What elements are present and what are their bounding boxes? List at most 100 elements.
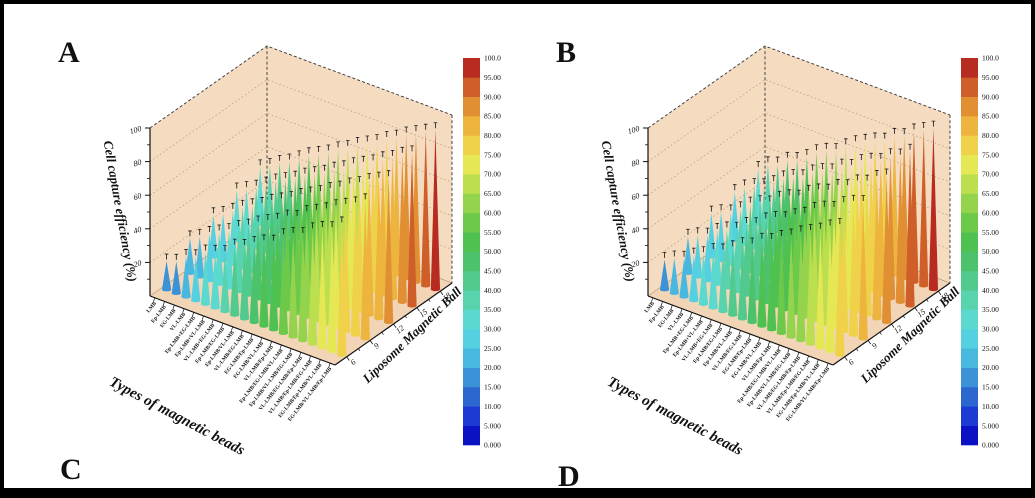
error-bar [892,128,897,134]
error-bar [695,227,700,234]
error-bar [908,143,912,150]
colorbar-tick-label: 85.00 [484,112,501,121]
colorbar-tick-label: 80.00 [484,131,501,140]
cone-bar [872,177,882,321]
y-tick [844,356,848,361]
error-bar [244,181,249,188]
cone-bar [360,200,370,341]
colorbar-segment [463,58,480,78]
y-minor-tick [428,299,431,302]
colorbar-tick-label: 80.00 [982,131,999,140]
y-tick-label: 6 [847,358,856,368]
panel-label-a: A [58,36,80,69]
error-bar [231,202,235,209]
error-bar [859,154,864,161]
cone-bar [806,231,816,346]
z-tick-label: 80 [630,158,640,169]
error-bar [221,206,225,212]
cone-bar [181,256,191,299]
error-bar [384,131,389,138]
cone-bar [776,237,787,335]
error-bar [254,179,259,186]
category-tick [299,352,302,357]
category-tick [172,304,175,309]
category-tick [328,363,331,368]
colorbar-segment [961,232,978,252]
colorbar-tick-label: 45.00 [982,266,999,275]
error-bar [271,234,276,241]
error-bar [832,201,836,207]
z-tick-label: 20 [630,258,640,269]
category-axis-title: Types of magnetic beads [107,374,248,459]
cone-bar [858,202,868,341]
error-bar [330,221,334,228]
cone-bar [728,247,738,317]
z-tick-label: 100 [626,124,640,136]
error-bar [756,161,760,168]
error-bar [305,205,309,212]
colorbar-tick-label: 75.00 [982,150,999,159]
cone-bar [278,235,289,335]
colorbar-tick-label: 90.00 [982,92,999,101]
cone-bar [161,261,172,292]
colorbar-tick-label: 55.00 [484,228,501,237]
category-tick [269,341,273,346]
colorbar-tick-label: 5.000 [982,421,999,430]
category-tick [201,315,204,320]
error-bar [851,194,856,201]
error-bar [279,192,284,199]
colorbar-segment [463,154,480,175]
error-bar [758,195,762,202]
error-bar [766,156,770,163]
cone-bar [337,223,347,357]
cone-bar [269,242,279,332]
error-bar [797,189,801,196]
colorbar-segment [463,232,480,252]
error-bar [188,230,192,237]
colorbar-tick-label: 20.00 [484,363,501,372]
error-bar [394,129,399,136]
error-bar [324,202,329,209]
category-tick [738,330,741,335]
error-bar [861,195,866,202]
y-tick [416,307,420,312]
error-bar [879,153,883,159]
colorbar-tick-label: 60.00 [982,208,999,217]
colorbar-segment [961,116,978,136]
colorbar-tick-label: 60.00 [484,208,501,217]
colorbar-segment [463,348,480,368]
colorbar-tick-label: 35.00 [484,305,501,314]
y-tick [937,290,942,296]
error-bar [771,175,776,182]
error-bar [783,211,788,218]
category-tick [308,355,311,360]
error-bar [732,184,737,191]
category-tick [182,308,185,313]
colorbar-segment [961,96,978,117]
cone-bar [218,213,228,263]
colorbar-tick-label: 50.00 [484,247,501,256]
cone-bar [698,253,709,306]
cone-bar [796,232,806,343]
y-tick-label: 9 [870,341,879,351]
error-bar [853,135,858,142]
colorbar-tick-label: 75.00 [484,150,501,159]
error-bar [803,206,807,213]
panel-a-3d-chart: 20406080100LMBEp-LMBEG-LMBVL-LMBEp-LMB+E… [101,45,501,459]
colorbar-tick-label: 55.00 [982,228,999,237]
cone-bar [407,152,417,308]
colorbar-segment [961,348,978,368]
error-bar [363,193,368,200]
error-bar [423,123,428,130]
cone-bar [195,236,205,279]
error-bar [734,221,739,228]
cone-bar [232,190,242,243]
y-tick [393,323,397,328]
error-bar [334,199,338,206]
error-bar [283,172,288,179]
error-bar [361,155,366,162]
error-bar [357,176,362,183]
y-tick [369,340,374,345]
category-tick [153,297,156,302]
error-bar [375,134,379,141]
